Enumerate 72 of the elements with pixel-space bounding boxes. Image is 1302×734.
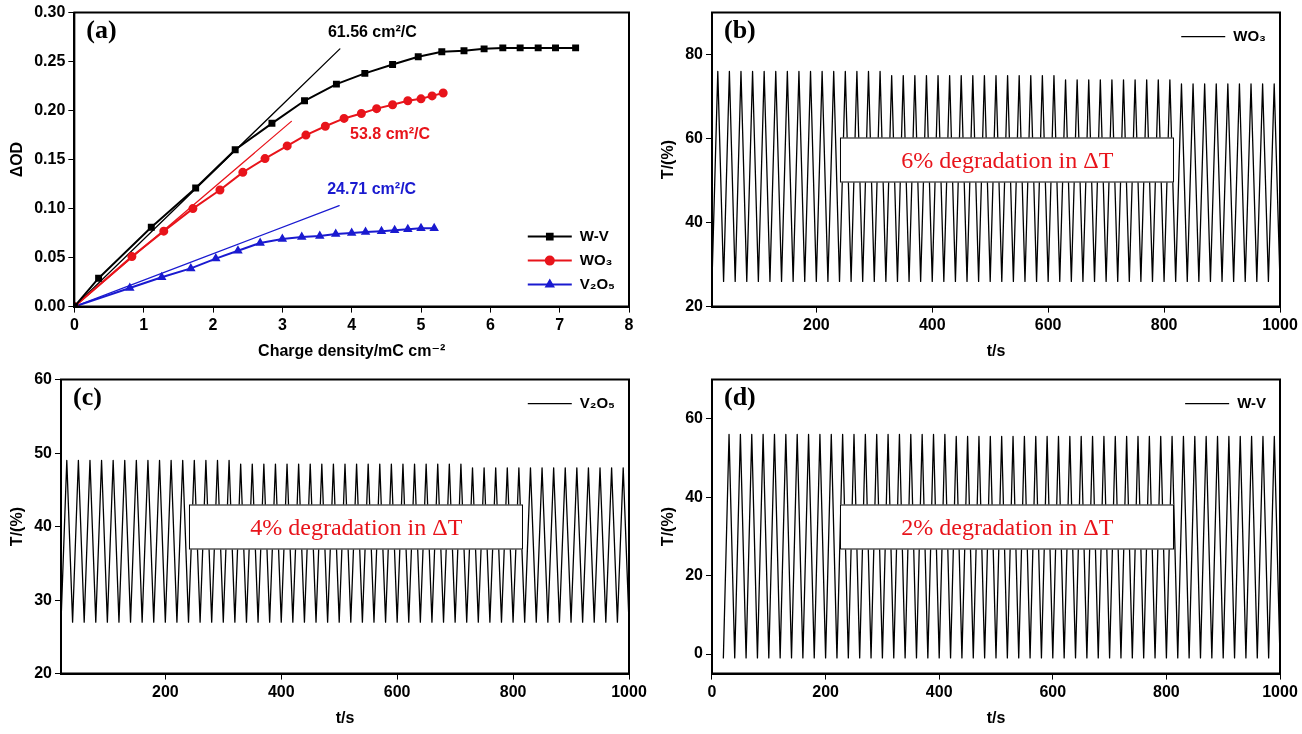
y-tick-label: 40 [685, 487, 704, 505]
x-tick-label: 400 [267, 682, 295, 700]
y-tick-label: 0.05 [34, 248, 66, 266]
y-tick-label: 0.00 [34, 297, 66, 315]
x-tick-label: 600 [1039, 682, 1067, 700]
y-tick-label: 0.10 [34, 199, 66, 217]
legend-label: W-V [1237, 393, 1266, 411]
y-tick-label: 20 [685, 566, 704, 584]
x-tick-label: 4 [347, 315, 357, 333]
y-axis-title: T/(%) [8, 507, 26, 547]
y-tick-label: 60 [34, 370, 53, 388]
x-tick-label: 1 [139, 315, 149, 333]
y-tick-label: 0.20 [34, 101, 66, 119]
x-tick-label: 200 [151, 682, 179, 700]
x-tick-label: 1000 [1262, 682, 1298, 700]
y-tick-label: 30 [34, 590, 53, 608]
x-axis-title: Charge density/mC cm⁻² [258, 341, 446, 359]
x-tick-label: 800 [1150, 315, 1178, 333]
x-tick-label: 8 [624, 315, 634, 333]
annotation: 53.8 cm²/C [350, 124, 431, 142]
y-tick-label: 60 [685, 129, 704, 147]
y-tick-label: 80 [685, 45, 704, 63]
x-tick-label: 800 [499, 682, 527, 700]
x-tick-label: 6 [485, 315, 495, 333]
x-tick-label: 200 [802, 315, 830, 333]
x-tick-label: 600 [383, 682, 411, 700]
x-tick-label: 1000 [611, 682, 647, 700]
x-tick-label: 400 [918, 315, 946, 333]
annotation: 2% degradation in ΔT [901, 513, 1114, 540]
note-box: 4% degradation in ΔT [189, 504, 524, 550]
x-tick-label: 5 [416, 315, 426, 333]
y-tick-label: 0.30 [34, 3, 66, 21]
x-tick-label: 3 [277, 315, 287, 333]
y-tick-label: 20 [34, 664, 53, 682]
annotation: (c) [73, 382, 102, 412]
x-tick-label: 600 [1034, 315, 1062, 333]
legend-label: WO₃ [1233, 26, 1267, 44]
annotation: 61.56 cm²/C [327, 23, 418, 41]
x-axis-title: t/s [986, 708, 1006, 726]
legend-label: WO₃ [579, 250, 613, 268]
y-tick-label: 20 [685, 297, 704, 315]
note-box: 2% degradation in ΔT [840, 504, 1175, 550]
y-axis-title: ΔOD [8, 141, 26, 178]
x-tick-label: 0 [69, 315, 79, 333]
annotation: (d) [724, 382, 756, 412]
annotation: 24.71 cm²/C [327, 180, 417, 198]
x-tick-label: 200 [812, 682, 840, 700]
x-tick-label: 800 [1153, 682, 1180, 700]
annotation: 6% degradation in ΔT [901, 146, 1114, 173]
y-axis-title: T/(%) [659, 140, 677, 180]
y-tick-label: 0 [694, 644, 704, 662]
note-box: 6% degradation in ΔT [840, 137, 1175, 183]
x-tick-label: 7 [555, 315, 565, 333]
y-tick-label: 40 [34, 517, 53, 535]
y-tick-label: 0.15 [34, 150, 66, 168]
x-tick-label: 2 [208, 315, 218, 333]
y-axis-title: T/(%) [659, 507, 677, 547]
y-tick-label: 50 [34, 443, 53, 461]
legend-label: V₂O₅ [579, 393, 616, 411]
annotation: (b) [724, 15, 756, 45]
x-axis-title: t/s [986, 341, 1006, 359]
y-tick-label: 40 [685, 213, 704, 231]
x-tick-label: 0 [707, 682, 717, 700]
annotation: (a) [86, 15, 117, 45]
y-tick-label: 60 [685, 409, 704, 427]
x-tick-label: 400 [925, 682, 953, 700]
x-axis-title: t/s [335, 708, 355, 726]
legend-label: V₂O₅ [579, 274, 616, 292]
legend-label: W-V [579, 226, 609, 244]
x-tick-label: 1000 [1262, 315, 1298, 333]
annotation: 4% degradation in ΔT [250, 513, 463, 540]
y-tick-label: 0.25 [34, 52, 66, 70]
